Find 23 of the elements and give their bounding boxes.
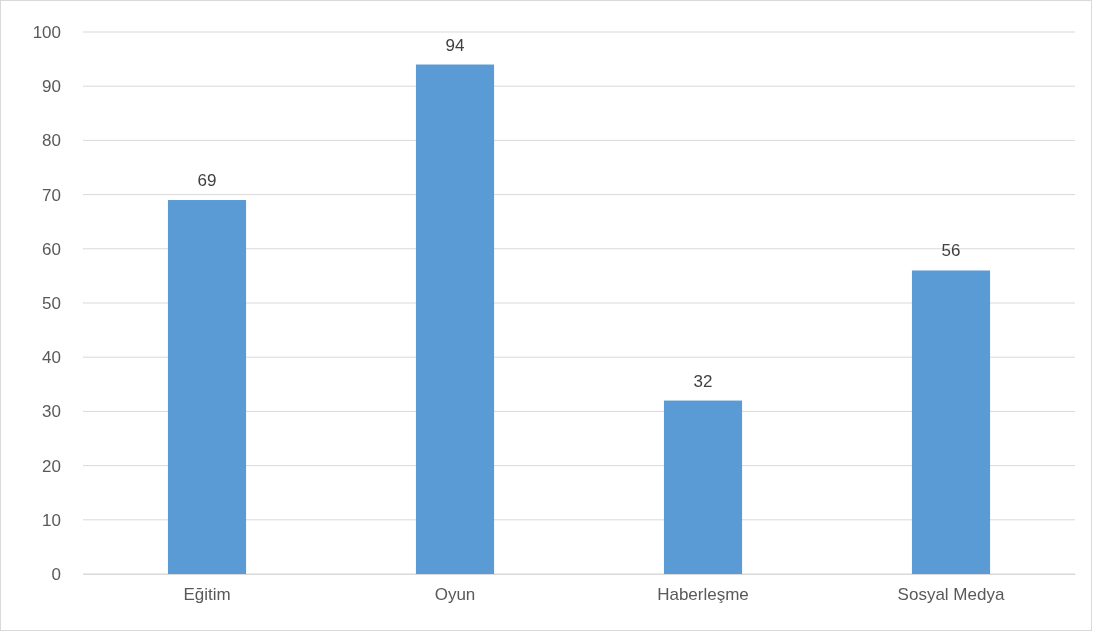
- x-tick-label: Haberleşme: [657, 585, 749, 605]
- y-tick-label: 70: [42, 185, 61, 205]
- y-tick-label: 20: [42, 456, 61, 476]
- y-tick-label: 0: [51, 564, 61, 584]
- bar: [663, 400, 743, 574]
- x-tick-label: Oyun: [434, 585, 476, 605]
- bar: [167, 200, 247, 574]
- y-tick-label: 80: [42, 131, 61, 151]
- data-label: 32: [693, 371, 713, 391]
- y-tick-label: 90: [42, 77, 61, 97]
- data-label: 94: [445, 35, 465, 55]
- y-tick-label: 10: [42, 510, 61, 530]
- y-tick-label: 100: [32, 22, 61, 42]
- y-tick-label: 30: [42, 402, 61, 422]
- data-label: 69: [197, 171, 217, 191]
- bar: [415, 64, 495, 574]
- x-tick-label: Eğitim: [183, 585, 231, 605]
- data-label: 56: [941, 241, 961, 261]
- y-tick-label: 50: [42, 293, 61, 313]
- y-tick-label: 60: [42, 239, 61, 259]
- bar: [911, 270, 991, 574]
- y-tick-label: 40: [42, 348, 61, 368]
- x-tick-label: Sosyal Medya: [897, 585, 1005, 605]
